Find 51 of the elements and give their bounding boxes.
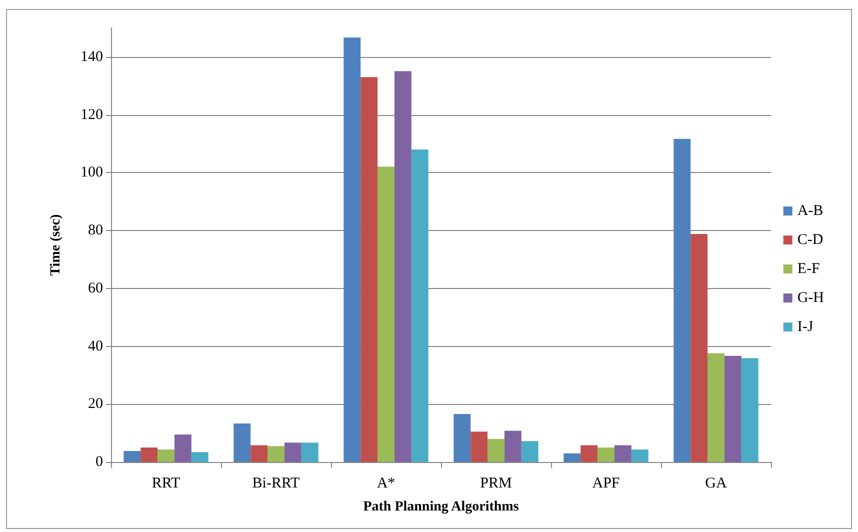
x-tick-label: PRM [480,476,512,492]
bar [191,452,208,462]
x-tick-label: A* [376,476,396,492]
bar [564,453,581,462]
bar [470,432,488,462]
bar [598,448,614,462]
bar [614,445,632,462]
bar [580,445,598,462]
y-tick-label: 100 [80,164,103,181]
x-tick-label: APF [592,476,620,492]
bar [521,441,538,462]
legend-label: I-J [797,319,814,335]
y-tick-label: 20 [88,396,103,412]
bar [411,150,428,462]
y-tick-label: 60 [88,280,103,296]
bar [504,430,522,462]
y-tick-label: 140 [80,48,103,65]
bar [250,445,268,462]
bar [394,71,412,462]
y-tick-label: 80 [88,222,103,239]
legend-label: E-F [797,261,820,277]
x-tick-label: Bi-RRT [252,476,300,492]
y-tick-label: 120 [80,106,103,123]
bar [690,234,708,462]
bar [631,450,648,462]
bar [158,450,174,462]
bar [140,448,158,462]
bar [674,138,691,462]
bar [344,38,361,462]
bar [124,451,141,462]
bar [724,356,742,462]
bar [301,442,318,462]
y-tick-label: 40 [88,338,103,354]
legend-label: G-H [797,290,824,306]
legend-label: A-B [797,203,824,219]
bar [284,442,302,462]
bar [268,446,284,462]
y-axis-title: Time (sec) [48,214,64,276]
bar [174,434,192,462]
bar [741,358,758,462]
bar [708,353,724,462]
bar [378,166,394,462]
legend-label: C-D [797,232,824,248]
bar [360,77,378,462]
bar [234,424,251,462]
x-tick-label: GA [705,476,727,492]
x-axis-title: Path Planning Algorithms [363,500,520,514]
bar [454,414,471,462]
y-tick-label: 0 [96,454,103,470]
x-tick-label: RRT [152,476,180,492]
bar [488,438,504,462]
